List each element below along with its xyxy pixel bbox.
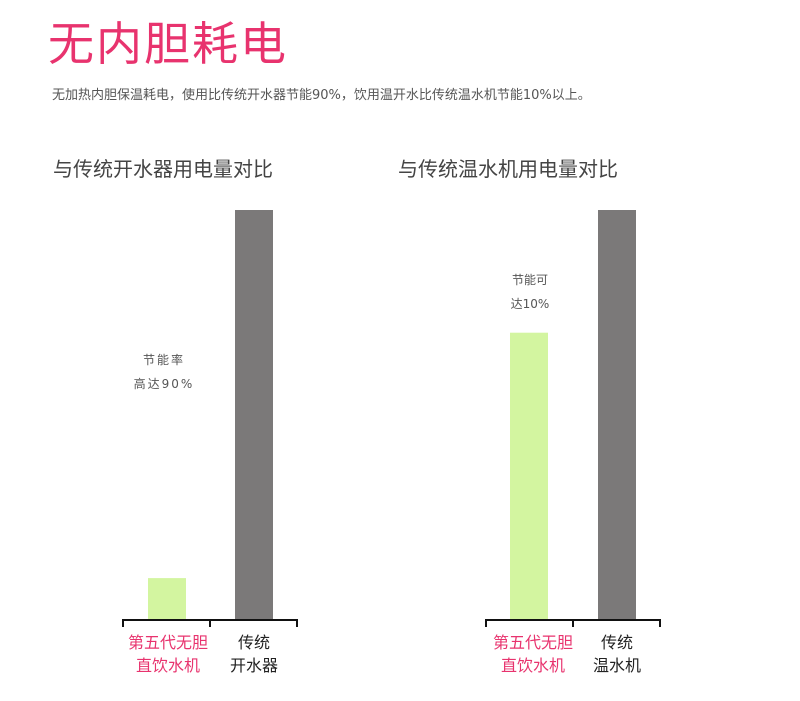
category-label-line: 直饮水机 [500, 656, 565, 675]
page-title: 无内胆耗电 [48, 17, 288, 71]
category-label-line: 传统 [600, 633, 633, 652]
category-label-line: 温水机 [592, 656, 641, 675]
annotation-boiler: 节能率 高达90% [134, 348, 195, 396]
category-label-no-tank-dispenser: 第五代无胆 直饮水机 [483, 631, 583, 677]
category-label-traditional-warm-dispenser: 传统 温水机 [567, 631, 667, 677]
category-label-line: 传统 [237, 633, 270, 652]
category-label-no-tank-dispenser: 第五代无胆 直饮水机 [118, 631, 218, 677]
annotation-line: 节能可 [511, 273, 548, 287]
annotation-warm-dispenser: 节能可 达10% [511, 268, 550, 316]
chart-title-boiler: 与传统开水器用电量对比 [53, 157, 273, 181]
page-subtitle: 无加热内胆保温耗电，使用比传统开水器节能90%，饮用温开水比传统温水机节能10%… [52, 88, 591, 103]
category-label-traditional-boiler: 传统 开水器 [204, 631, 304, 677]
bar-traditional-device [235, 210, 273, 619]
category-label-line: 直饮水机 [135, 656, 200, 675]
bar-no-tank-dispenser [148, 578, 186, 619]
annotation-line: 高达90% [133, 377, 195, 391]
category-label-line: 开水器 [229, 656, 278, 675]
chart-title-warm-dispenser: 与传统温水机用电量对比 [398, 157, 618, 181]
annotation-line: 节能率 [142, 353, 185, 367]
bar-traditional-device [598, 210, 636, 619]
annotation-line: 达10% [510, 297, 550, 311]
bar-no-tank-dispenser [510, 332, 548, 619]
category-label-line: 第五代无胆 [492, 633, 573, 652]
category-label-line: 第五代无胆 [127, 633, 208, 652]
